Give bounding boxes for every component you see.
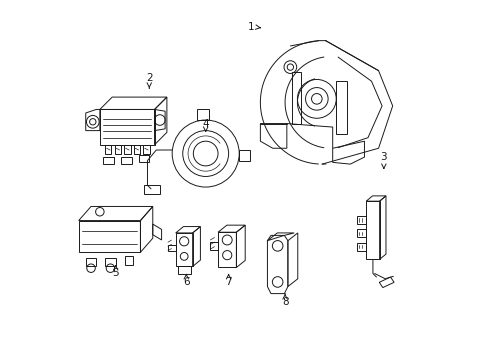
Text: 3: 3 — [380, 152, 386, 168]
Text: 1: 1 — [248, 22, 260, 32]
Text: 5: 5 — [112, 265, 119, 279]
Text: 6: 6 — [183, 274, 189, 287]
Text: 4: 4 — [202, 118, 208, 131]
Text: 2: 2 — [145, 73, 152, 88]
Text: 7: 7 — [225, 274, 231, 287]
Text: 8: 8 — [281, 294, 288, 307]
